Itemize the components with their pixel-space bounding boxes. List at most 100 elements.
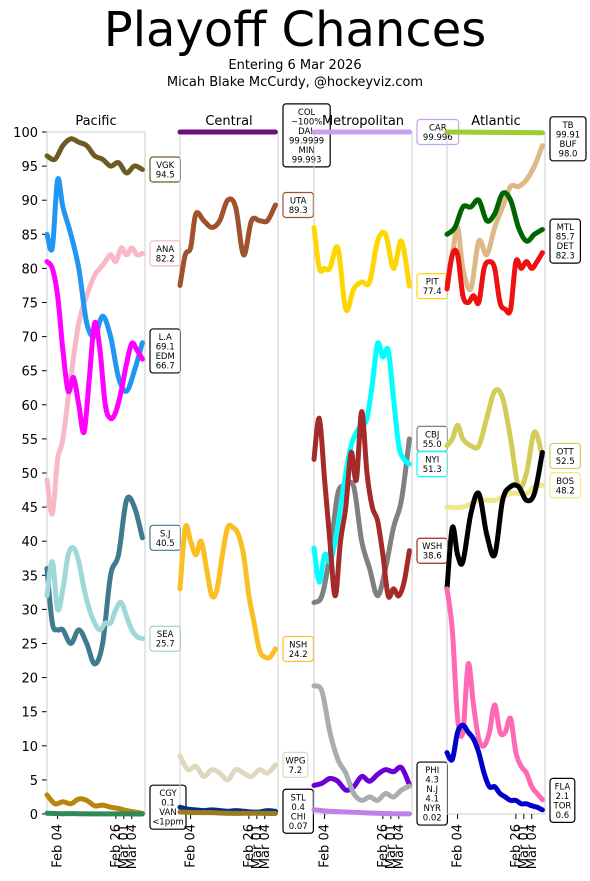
series-line-check: [444, 450, 545, 592]
end-label-text: 52.5: [556, 457, 575, 467]
x-tick-label: Feb 04: [451, 824, 466, 868]
x-tick-label: Mar 01: [517, 824, 532, 869]
panel-title-pacific: Pacific: [75, 114, 116, 129]
series-line-nyr: [311, 807, 412, 817]
end-label-text: DET: [557, 242, 575, 252]
end-label-text: EDM: [156, 352, 175, 362]
x-tick-label: Feb 04: [318, 824, 333, 868]
x-tick-label: Feb 26: [509, 824, 524, 868]
end-label-text: S.J: [160, 529, 171, 539]
y-tick-label: 40: [21, 535, 38, 550]
end-label-text: COL: [298, 108, 316, 118]
y-tick-label: 100: [13, 126, 38, 141]
x-tick-label: Feb 04: [184, 824, 199, 868]
panel-title-central: Central: [205, 114, 252, 129]
end-label-text: NYR: [423, 804, 441, 814]
end-label-text: PIT: [426, 278, 440, 288]
end-label-text: 38.6: [423, 552, 442, 562]
end-label-text: <1ppm: [152, 818, 184, 828]
x-tick-label: Mar 01: [117, 824, 132, 869]
y-tick-label: 15: [21, 706, 38, 721]
end-label-text: 77.4: [423, 287, 442, 297]
x-tick-label: Mar 04: [525, 824, 540, 869]
end-label-text: WPG: [285, 756, 305, 766]
y-tick-label: 25: [21, 638, 38, 653]
series-line-mtl: [444, 190, 545, 244]
end-label-text: 48.2: [556, 486, 575, 496]
end-label-text: 94.5: [156, 171, 175, 181]
end-label-text: 24.2: [289, 650, 308, 660]
end-label-text: 0.07: [289, 822, 308, 832]
y-tick-label: 50: [21, 467, 38, 482]
end-label-box: [549, 218, 581, 264]
x-tick-label: Feb 04: [51, 824, 66, 868]
end-label-text: SEA: [157, 630, 174, 640]
series-line-nsh: [177, 522, 278, 661]
panel-frame: [313, 131, 413, 815]
end-label-text: MTL: [557, 223, 575, 233]
end-label-text: 98.0: [559, 149, 578, 159]
y-tick-label: 75: [21, 297, 38, 312]
series-line-vgk: [44, 136, 145, 176]
end-label-text: 99.9999: [289, 136, 324, 146]
x-tick-label: Mar 04: [392, 824, 407, 869]
end-label-text: 4.1: [425, 795, 439, 805]
y-tick-label: 65: [21, 365, 38, 380]
end-label-text: 82.2: [156, 254, 175, 264]
series-line-tb: [444, 129, 545, 136]
end-label-text: WSH: [422, 542, 442, 552]
end-label-text: TOR: [553, 801, 572, 811]
end-label-text: UTA: [290, 196, 307, 206]
end-label-text: CAR: [429, 124, 447, 134]
series-line-la: [44, 176, 145, 394]
end-label-text: 82.3: [556, 252, 575, 262]
series-line-cgy: [44, 792, 145, 816]
end-label-text: BOS: [556, 477, 574, 487]
x-tick-label: Mar 01: [250, 824, 265, 869]
end-label-text: N.J: [426, 785, 438, 795]
x-tick-label: Feb 26: [376, 824, 391, 868]
x-tick-label: Mar 04: [258, 824, 273, 869]
end-label-text: 4.3: [425, 776, 439, 786]
end-label-text: 85.7: [556, 233, 575, 243]
end-label-text: VAN: [159, 808, 176, 818]
series-line-buf: [444, 143, 545, 293]
series-line-sj: [44, 494, 145, 667]
end-label-text: TB: [561, 121, 573, 131]
series-line-wpg: [177, 753, 278, 783]
y-tick-label: 0: [30, 808, 38, 823]
series-line-pit: [311, 225, 412, 314]
series-line-bos: [444, 482, 545, 511]
y-tick-label: 30: [21, 603, 38, 618]
x-tick-label: Mar 04: [125, 824, 140, 869]
end-label-box: [282, 751, 309, 778]
end-label-text: CBJ: [425, 430, 439, 440]
y-tick-label: 10: [21, 740, 38, 755]
chart-subtitle-author: Micah Blake McCurdy, @hockeyviz.com: [166, 75, 424, 90]
end-label-text: NSH: [289, 640, 307, 650]
series-line-nj: [311, 683, 412, 803]
series-line-van: [44, 810, 145, 817]
y-tick-label: 35: [21, 569, 38, 584]
end-label-sj: S.J40.5: [149, 524, 181, 551]
end-label-text: L.A: [159, 333, 172, 343]
series-line-ott: [444, 387, 545, 491]
series-line-sea: [44, 545, 145, 642]
end-label-text: 25.7: [156, 640, 175, 650]
end-label-text: 7.2: [289, 766, 303, 776]
end-label-text: 0.6: [556, 811, 570, 821]
end-label-text: BUF: [560, 140, 577, 150]
